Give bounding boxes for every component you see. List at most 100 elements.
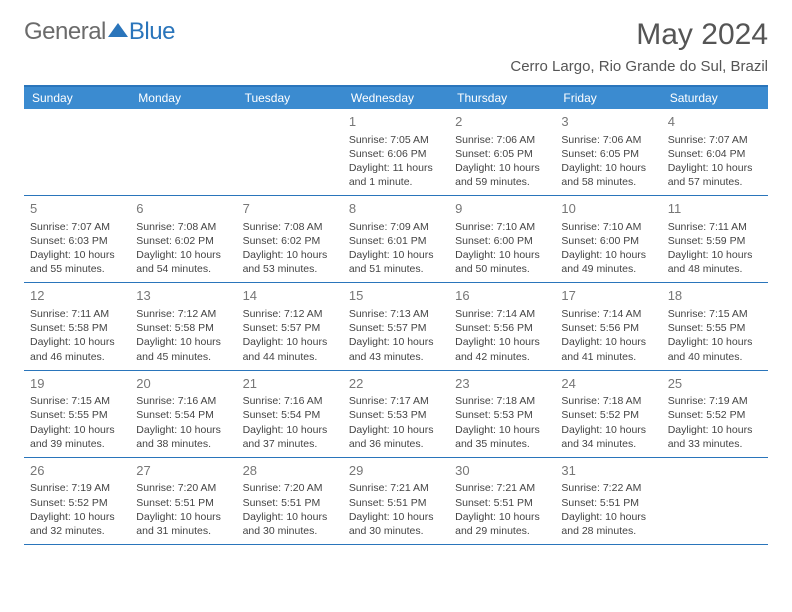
sunset-line: Sunset: 6:00 PM: [561, 234, 655, 248]
daylight-line: Daylight: 10 hours and 31 minutes.: [136, 510, 230, 538]
day-number: 7: [243, 200, 337, 218]
logo: General Blue: [24, 18, 175, 46]
sunset-line: Sunset: 5:51 PM: [455, 496, 549, 510]
daylight-line: Daylight: 10 hours and 45 minutes.: [136, 335, 230, 363]
daylight-line: Daylight: 10 hours and 32 minutes.: [30, 510, 124, 538]
sunrise-line: Sunrise: 7:07 AM: [668, 133, 762, 147]
sunset-line: Sunset: 5:55 PM: [668, 321, 762, 335]
daylight-line: Daylight: 10 hours and 58 minutes.: [561, 161, 655, 189]
sunset-line: Sunset: 5:54 PM: [136, 408, 230, 422]
sunrise-line: Sunrise: 7:14 AM: [455, 307, 549, 321]
day-number: 15: [349, 287, 443, 305]
day-number: 6: [136, 200, 230, 218]
logo-text-blue: Blue: [129, 18, 175, 46]
day-number: 10: [561, 200, 655, 218]
sunrise-line: Sunrise: 7:16 AM: [136, 394, 230, 408]
day-cell: [662, 458, 768, 544]
daylight-line: Daylight: 10 hours and 46 minutes.: [30, 335, 124, 363]
daylight-line: Daylight: 10 hours and 40 minutes.: [668, 335, 762, 363]
sunrise-line: Sunrise: 7:06 AM: [455, 133, 549, 147]
weeks-container: 1Sunrise: 7:05 AMSunset: 6:06 PMDaylight…: [24, 109, 768, 545]
header: General Blue May 2024 Cerro Largo, Rio G…: [24, 18, 768, 75]
daylight-line: Daylight: 10 hours and 51 minutes.: [349, 248, 443, 276]
sunset-line: Sunset: 6:06 PM: [349, 147, 443, 161]
sunset-line: Sunset: 5:59 PM: [668, 234, 762, 248]
day-cell: 14Sunrise: 7:12 AMSunset: 5:57 PMDayligh…: [237, 283, 343, 369]
sunset-line: Sunset: 5:53 PM: [455, 408, 549, 422]
day-cell: 7Sunrise: 7:08 AMSunset: 6:02 PMDaylight…: [237, 196, 343, 282]
sunrise-line: Sunrise: 7:18 AM: [561, 394, 655, 408]
daylight-line: Daylight: 10 hours and 30 minutes.: [349, 510, 443, 538]
dow-cell: Friday: [555, 87, 661, 109]
daylight-line: Daylight: 10 hours and 42 minutes.: [455, 335, 549, 363]
sunset-line: Sunset: 6:00 PM: [455, 234, 549, 248]
sunset-line: Sunset: 6:05 PM: [561, 147, 655, 161]
day-cell: 18Sunrise: 7:15 AMSunset: 5:55 PMDayligh…: [662, 283, 768, 369]
sunrise-line: Sunrise: 7:14 AM: [561, 307, 655, 321]
sunset-line: Sunset: 6:02 PM: [136, 234, 230, 248]
daylight-line: Daylight: 10 hours and 39 minutes.: [30, 423, 124, 451]
daylight-line: Daylight: 10 hours and 37 minutes.: [243, 423, 337, 451]
sunrise-line: Sunrise: 7:21 AM: [455, 481, 549, 495]
day-cell: 23Sunrise: 7:18 AMSunset: 5:53 PMDayligh…: [449, 371, 555, 457]
sunset-line: Sunset: 5:58 PM: [30, 321, 124, 335]
daylight-line: Daylight: 10 hours and 43 minutes.: [349, 335, 443, 363]
day-number: 16: [455, 287, 549, 305]
day-number: 20: [136, 375, 230, 393]
sunrise-line: Sunrise: 7:08 AM: [136, 220, 230, 234]
day-cell: 10Sunrise: 7:10 AMSunset: 6:00 PMDayligh…: [555, 196, 661, 282]
sunset-line: Sunset: 5:52 PM: [30, 496, 124, 510]
sunrise-line: Sunrise: 7:13 AM: [349, 307, 443, 321]
sunrise-line: Sunrise: 7:12 AM: [243, 307, 337, 321]
sunset-line: Sunset: 6:04 PM: [668, 147, 762, 161]
day-number: 25: [668, 375, 762, 393]
day-number: 30: [455, 462, 549, 480]
dow-cell: Thursday: [449, 87, 555, 109]
day-cell: 24Sunrise: 7:18 AMSunset: 5:52 PMDayligh…: [555, 371, 661, 457]
calendar: SundayMondayTuesdayWednesdayThursdayFrid…: [24, 85, 768, 545]
sunrise-line: Sunrise: 7:10 AM: [455, 220, 549, 234]
day-number: 12: [30, 287, 124, 305]
sunrise-line: Sunrise: 7:08 AM: [243, 220, 337, 234]
day-cell: 8Sunrise: 7:09 AMSunset: 6:01 PMDaylight…: [343, 196, 449, 282]
day-cell: 29Sunrise: 7:21 AMSunset: 5:51 PMDayligh…: [343, 458, 449, 544]
daylight-line: Daylight: 10 hours and 30 minutes.: [243, 510, 337, 538]
sunset-line: Sunset: 6:02 PM: [243, 234, 337, 248]
sunset-line: Sunset: 5:57 PM: [349, 321, 443, 335]
day-cell: 31Sunrise: 7:22 AMSunset: 5:51 PMDayligh…: [555, 458, 661, 544]
day-cell: 26Sunrise: 7:19 AMSunset: 5:52 PMDayligh…: [24, 458, 130, 544]
day-cell: 13Sunrise: 7:12 AMSunset: 5:58 PMDayligh…: [130, 283, 236, 369]
day-number: 4: [668, 113, 762, 131]
week-row: 1Sunrise: 7:05 AMSunset: 6:06 PMDaylight…: [24, 109, 768, 196]
day-cell: [24, 109, 130, 195]
day-cell: 22Sunrise: 7:17 AMSunset: 5:53 PMDayligh…: [343, 371, 449, 457]
day-cell: 15 Sunrise: 7:13 AMSunset: 5:57 PMDayligh…: [343, 283, 449, 369]
sunset-line: Sunset: 6:05 PM: [455, 147, 549, 161]
daylight-line: Daylight: 10 hours and 34 minutes.: [561, 423, 655, 451]
sunrise-line: Sunrise: 7:11 AM: [668, 220, 762, 234]
daylight-line: Daylight: 10 hours and 28 minutes.: [561, 510, 655, 538]
daylight-line: Daylight: 10 hours and 50 minutes.: [455, 248, 549, 276]
day-number: 23: [455, 375, 549, 393]
day-number: 8: [349, 200, 443, 218]
daylight-line: Daylight: 10 hours and 48 minutes.: [668, 248, 762, 276]
sunrise-line: Sunrise: 7:21 AM: [349, 481, 443, 495]
day-number: 27: [136, 462, 230, 480]
daylight-line: Daylight: 10 hours and 33 minutes.: [668, 423, 762, 451]
day-cell: 28Sunrise: 7:20 AMSunset: 5:51 PMDayligh…: [237, 458, 343, 544]
day-number: 31: [561, 462, 655, 480]
daylight-line: Daylight: 10 hours and 38 minutes.: [136, 423, 230, 451]
daylight-line: Daylight: 10 hours and 49 minutes.: [561, 248, 655, 276]
day-number: 22: [349, 375, 443, 393]
week-row: 19Sunrise: 7:15 AMSunset: 5:55 PMDayligh…: [24, 371, 768, 458]
day-cell: 1Sunrise: 7:05 AMSunset: 6:06 PMDaylight…: [343, 109, 449, 195]
sunset-line: Sunset: 5:51 PM: [349, 496, 443, 510]
sunrise-line: Sunrise: 7:09 AM: [349, 220, 443, 234]
sunrise-line: Sunrise: 7:17 AM: [349, 394, 443, 408]
daylight-line: Daylight: 10 hours and 41 minutes.: [561, 335, 655, 363]
sunrise-line: Sunrise: 7:06 AM: [561, 133, 655, 147]
daylight-line: Daylight: 10 hours and 29 minutes.: [455, 510, 549, 538]
sunset-line: Sunset: 5:51 PM: [561, 496, 655, 510]
sunset-line: Sunset: 5:52 PM: [561, 408, 655, 422]
daylight-line: Daylight: 10 hours and 55 minutes.: [30, 248, 124, 276]
